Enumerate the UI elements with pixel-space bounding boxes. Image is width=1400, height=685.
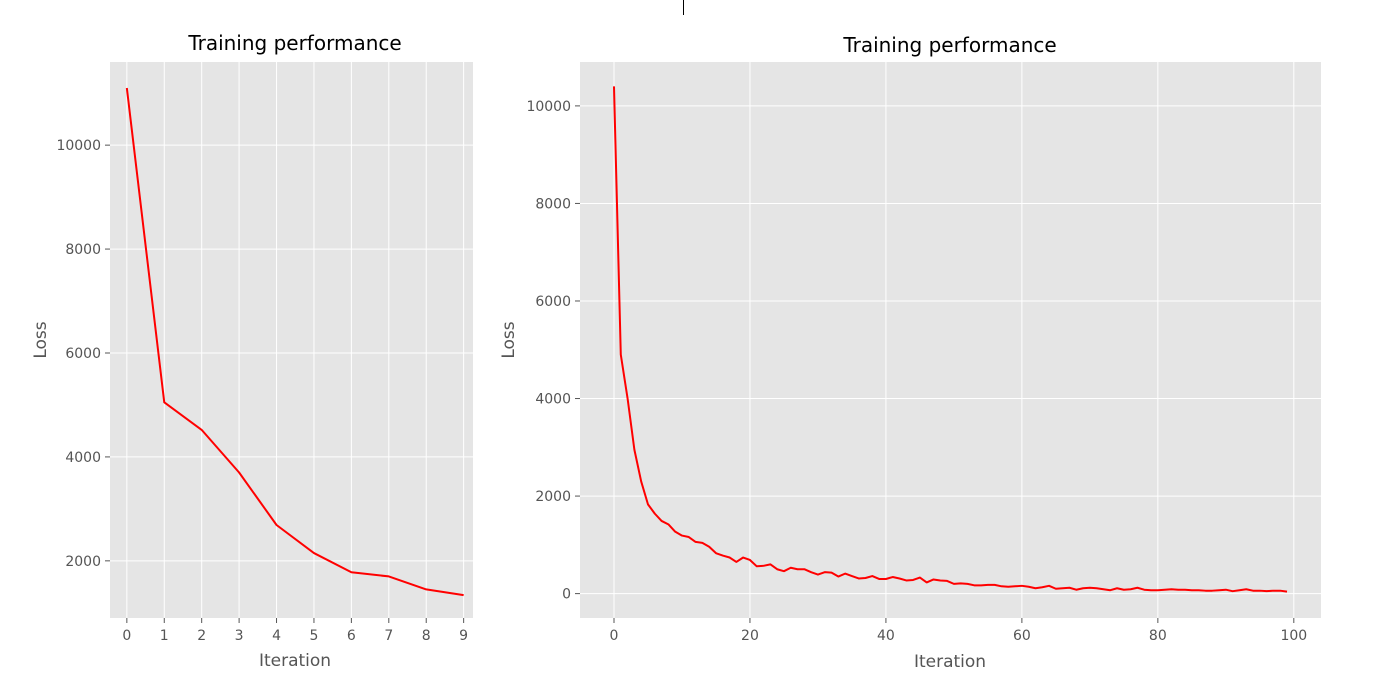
y-tick-label: 2000 xyxy=(535,489,571,505)
grid xyxy=(580,62,1321,618)
x-tick-label: 9 xyxy=(459,628,468,644)
loss-line xyxy=(125,87,464,597)
x-tick-label: 3 xyxy=(235,628,244,644)
chart-title: Training performance xyxy=(187,31,401,55)
chart-right: 0 20 40 60 80 100 0 2000 4000 6000 8000 10000 Train… xyxy=(499,33,1321,672)
x-tick-label: 0 xyxy=(122,628,131,644)
x-tick-label: 4 xyxy=(272,628,281,644)
y-tick-label: 10000 xyxy=(56,138,101,154)
y-tick-label: 10000 xyxy=(526,99,571,115)
x-tick-label: 1 xyxy=(160,628,169,644)
y-tick-label: 8000 xyxy=(535,196,571,212)
x-tick-label: 8 xyxy=(422,628,431,644)
y-tick-label: 2000 xyxy=(65,554,101,570)
x-tick-label: 60 xyxy=(1013,628,1031,644)
x-axis-label: Iteration xyxy=(914,652,986,672)
x-tick-label: 5 xyxy=(309,628,318,644)
plot-area xyxy=(580,62,1321,618)
x-tick-label: 40 xyxy=(877,628,895,644)
x-tick-label: 2 xyxy=(197,628,206,644)
plot-area xyxy=(110,62,473,618)
x-axis-label: Iteration xyxy=(259,651,331,671)
y-tick-label: 6000 xyxy=(65,346,101,362)
y-axis-label: Loss xyxy=(31,321,51,358)
loss-line xyxy=(612,86,1288,593)
x-tick-label: 0 xyxy=(610,628,619,644)
x-tick-label: 6 xyxy=(347,628,356,644)
y-tick-label: 8000 xyxy=(65,242,101,258)
y-tick-label: 4000 xyxy=(535,392,571,408)
chart-title: Training performance xyxy=(842,33,1056,57)
x-tick-label: 100 xyxy=(1280,628,1307,644)
grid xyxy=(110,62,473,618)
x-tick-label: 20 xyxy=(741,628,759,644)
ticks: 0 1 2 3 4 5 6 7 8 9 2000 4000 6000 8000 10000 xyxy=(56,138,468,644)
chart-left: 0 1 2 3 4 5 6 7 8 9 2000 4000 6000 8000 10000 Training… xyxy=(31,31,473,671)
y-tick-label: 4000 xyxy=(65,450,101,466)
y-tick-label: 6000 xyxy=(535,294,571,310)
y-tick-label: 0 xyxy=(562,587,571,603)
y-axis-label: Loss xyxy=(499,321,519,358)
x-tick-label: 7 xyxy=(384,628,393,644)
x-tick-label: 80 xyxy=(1149,628,1167,644)
ticks: 0 20 40 60 80 100 0 2000 4000 6000 8000 10000 xyxy=(526,99,1307,644)
